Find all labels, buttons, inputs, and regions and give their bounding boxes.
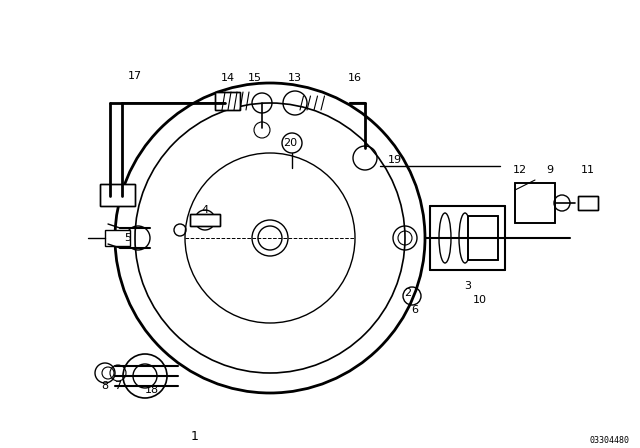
Text: 4: 4 xyxy=(202,205,209,215)
Bar xyxy=(100,184,135,206)
Bar xyxy=(468,216,498,260)
Text: 7: 7 xyxy=(115,381,122,391)
Bar xyxy=(215,92,240,110)
Bar xyxy=(190,214,220,226)
Text: 1: 1 xyxy=(191,430,199,443)
Text: 13: 13 xyxy=(288,73,302,83)
Bar xyxy=(578,196,598,210)
Bar xyxy=(515,183,555,223)
Bar xyxy=(468,216,498,260)
Text: 19: 19 xyxy=(388,155,402,165)
Text: 17: 17 xyxy=(128,71,142,81)
Bar xyxy=(515,183,555,223)
Text: 14: 14 xyxy=(221,73,235,83)
Text: 18: 18 xyxy=(145,385,159,395)
Text: 03304480: 03304480 xyxy=(590,435,630,444)
Text: 10: 10 xyxy=(473,295,487,305)
Text: 16: 16 xyxy=(348,73,362,83)
Text: 6: 6 xyxy=(412,305,419,315)
Text: 15: 15 xyxy=(248,73,262,83)
Text: 20: 20 xyxy=(283,138,297,148)
Bar xyxy=(578,196,598,210)
Text: 9: 9 xyxy=(547,165,554,175)
Text: 2: 2 xyxy=(404,288,412,298)
Text: 8: 8 xyxy=(101,381,109,391)
Bar xyxy=(100,184,135,206)
Text: 11: 11 xyxy=(581,165,595,175)
Circle shape xyxy=(95,363,115,383)
Bar xyxy=(215,92,240,110)
Bar xyxy=(105,230,130,246)
Text: 12: 12 xyxy=(513,165,527,175)
Text: 3: 3 xyxy=(465,281,472,291)
Text: 5: 5 xyxy=(125,233,131,243)
Bar xyxy=(190,214,220,226)
